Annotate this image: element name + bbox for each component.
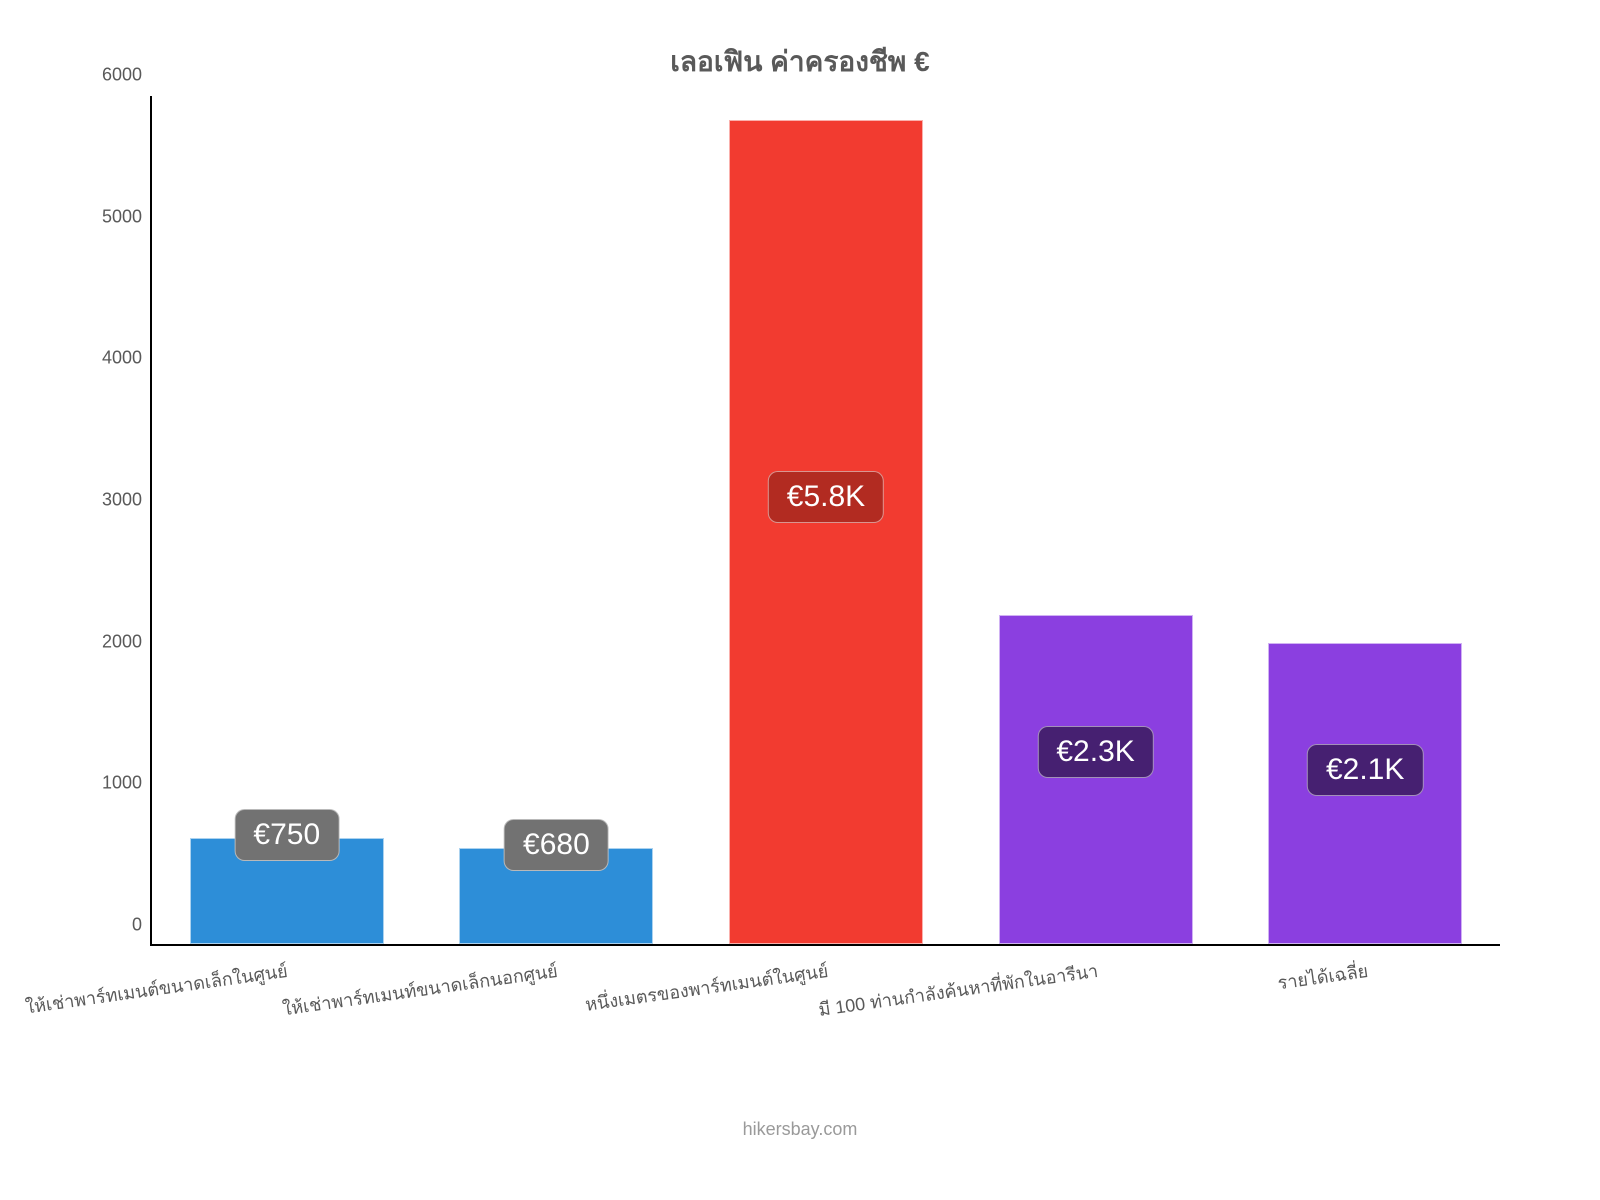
bar-slot: €2.1K — [1230, 96, 1500, 944]
x-axis-label: ให้เช่าพาร์ทเมนต์ขนาดเล็กในศูนย์ — [23, 950, 290, 1021]
bar: €680 — [459, 848, 653, 944]
value-badge: €2.3K — [1037, 726, 1153, 778]
x-axis-label: ให้เช่าพาร์ทเมนท์ขนาดเล็กนอกศูนย์ — [280, 950, 560, 1023]
bars-container: €750 €680 €5.8K €2.3K €2.1K — [152, 96, 1500, 944]
value-badge: €680 — [504, 819, 609, 871]
bar-slot: €750 — [152, 96, 422, 944]
y-tick-label: 3000 — [102, 490, 142, 511]
bar-slot: €5.8K — [691, 96, 961, 944]
bar-slot: €2.3K — [961, 96, 1231, 944]
y-axis: 0100020003000400050006000 — [80, 96, 150, 946]
value-badge: €5.8K — [768, 471, 884, 523]
bar: €5.8K — [729, 120, 923, 944]
x-axis-label: มี 100 ท่านกำลังค้นหาที่พักในอารีนา — [816, 950, 1100, 1024]
bar-slot: €680 — [422, 96, 692, 944]
chart-title: เลอเฟิน ค่าครองชีพ € — [80, 40, 1520, 84]
y-tick-label: 4000 — [102, 348, 142, 369]
y-tick-label: 5000 — [102, 206, 142, 227]
y-tick-label: 1000 — [102, 773, 142, 794]
value-badge: €750 — [234, 809, 339, 861]
y-tick-label: 6000 — [102, 65, 142, 86]
x-axis-label: หนึ่งเมตรของพาร์ทเมนต์ในศูนย์ — [582, 950, 830, 1019]
value-badge: €2.1K — [1307, 744, 1423, 796]
y-tick-label: 2000 — [102, 631, 142, 652]
x-axis-label: รายได้เฉลี่ย — [1275, 950, 1370, 997]
plot-area: €750 €680 €5.8K €2.3K €2.1K — [150, 96, 1500, 946]
bar: €750 — [190, 838, 384, 944]
bar: €2.1K — [1268, 643, 1462, 944]
bar: €2.3K — [999, 615, 1193, 944]
credit-text: hikersbay.com — [743, 1119, 858, 1139]
credit-line: hikersbay.com — [80, 1119, 1520, 1140]
cost-of-living-chart: เลอเฟิน ค่าครองชีพ € 0 1000 2000 3000 4000 50… — [80, 40, 1520, 1040]
plot-outer: 0100020003000400050006000 €750€680€5.8K€… — [80, 96, 1520, 946]
y-tick-label: 0 — [132, 915, 142, 936]
